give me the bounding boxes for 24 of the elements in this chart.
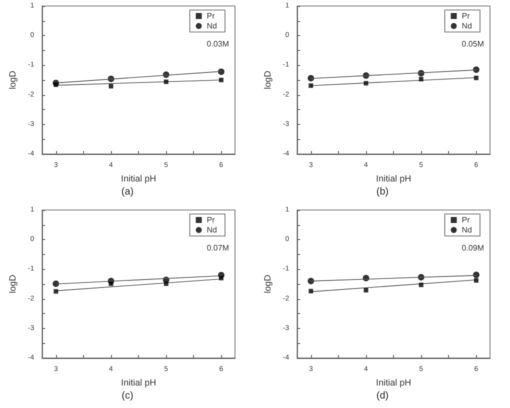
annotation: 0.03M <box>206 40 230 48</box>
annotation: 0.05M <box>462 40 484 48</box>
x-axis-title: Initial pH <box>121 173 156 184</box>
legend-label: Pr <box>462 12 470 20</box>
x-axis-title: Initial pH <box>376 173 412 184</box>
legend-label: Nd <box>462 22 472 30</box>
legend-label: Nd <box>206 22 218 30</box>
legend-label: Nd <box>462 226 472 234</box>
text: (c) <box>122 390 134 402</box>
y-axis-title: logD <box>8 274 18 294</box>
text: (a) <box>121 186 134 198</box>
y-axis-title: logD <box>8 70 18 90</box>
x-axis-title: Initial pH <box>376 377 412 388</box>
annotation: 0.09M <box>462 244 484 252</box>
x-axis-title: Initial pH <box>121 377 156 388</box>
annotation: 0.07M <box>206 244 230 252</box>
y-axis-title: logD <box>262 274 272 294</box>
y-axis-title: logD <box>262 70 272 90</box>
legend-label: Pr <box>206 12 216 20</box>
text: (d) <box>376 390 389 402</box>
legend-label: Pr <box>206 216 216 224</box>
legend-label: Pr <box>462 216 470 224</box>
legend-label: Nd <box>206 226 218 234</box>
text: (b) <box>376 186 389 198</box>
